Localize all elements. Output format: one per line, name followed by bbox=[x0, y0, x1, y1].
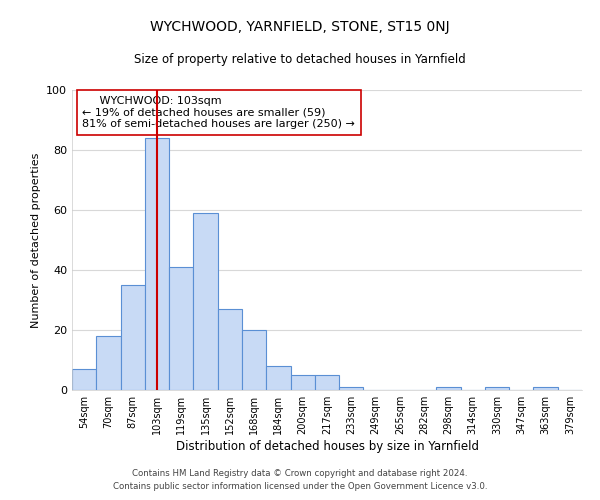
Bar bbox=[533, 387, 558, 390]
Bar bbox=[72, 369, 96, 390]
Text: Contains HM Land Registry data © Crown copyright and database right 2024.: Contains HM Land Registry data © Crown c… bbox=[132, 468, 468, 477]
Text: WYCHWOOD, YARNFIELD, STONE, ST15 0NJ: WYCHWOOD, YARNFIELD, STONE, ST15 0NJ bbox=[150, 20, 450, 34]
Text: Size of property relative to detached houses in Yarnfield: Size of property relative to detached ho… bbox=[134, 52, 466, 66]
Bar bbox=[121, 285, 145, 390]
Bar bbox=[266, 366, 290, 390]
Bar bbox=[145, 138, 169, 390]
Bar bbox=[436, 387, 461, 390]
Text: WYCHWOOD: 103sqm
← 19% of detached houses are smaller (59)
81% of semi-detached : WYCHWOOD: 103sqm ← 19% of detached house… bbox=[82, 96, 355, 129]
Bar bbox=[169, 267, 193, 390]
Y-axis label: Number of detached properties: Number of detached properties bbox=[31, 152, 41, 328]
Bar bbox=[315, 375, 339, 390]
Bar bbox=[485, 387, 509, 390]
Bar bbox=[290, 375, 315, 390]
Bar bbox=[193, 213, 218, 390]
Bar bbox=[218, 309, 242, 390]
Bar bbox=[96, 336, 121, 390]
Bar bbox=[339, 387, 364, 390]
Text: Contains public sector information licensed under the Open Government Licence v3: Contains public sector information licen… bbox=[113, 482, 487, 491]
Bar bbox=[242, 330, 266, 390]
X-axis label: Distribution of detached houses by size in Yarnfield: Distribution of detached houses by size … bbox=[176, 440, 479, 453]
